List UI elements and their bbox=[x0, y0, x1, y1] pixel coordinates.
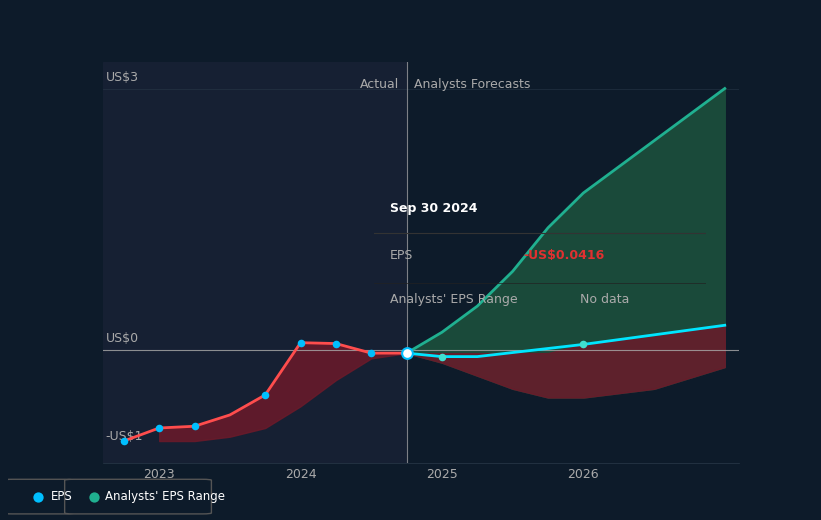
Text: No data: No data bbox=[580, 293, 629, 306]
Text: EPS: EPS bbox=[51, 490, 73, 503]
Point bbox=[188, 422, 201, 431]
Bar bbox=[103, 62, 406, 463]
Text: Sep 30 2024: Sep 30 2024 bbox=[390, 202, 478, 215]
Point bbox=[577, 340, 590, 348]
FancyBboxPatch shape bbox=[65, 479, 212, 514]
Text: -US$0.0416: -US$0.0416 bbox=[523, 249, 604, 262]
Text: Analysts Forecasts: Analysts Forecasts bbox=[414, 78, 530, 91]
Point bbox=[365, 349, 378, 357]
Text: US$0: US$0 bbox=[105, 332, 139, 345]
Point bbox=[294, 339, 307, 347]
Point bbox=[153, 424, 166, 432]
Point bbox=[117, 437, 131, 445]
Text: Analysts' EPS Range: Analysts' EPS Range bbox=[105, 490, 225, 503]
Text: EPS: EPS bbox=[390, 249, 414, 262]
Point bbox=[31, 492, 44, 501]
FancyBboxPatch shape bbox=[3, 479, 74, 514]
Text: Actual: Actual bbox=[360, 78, 400, 91]
Point bbox=[435, 353, 448, 361]
Point bbox=[329, 340, 342, 348]
Point bbox=[88, 492, 101, 501]
Text: US$3: US$3 bbox=[105, 71, 139, 84]
Text: -US$1: -US$1 bbox=[105, 430, 143, 443]
Text: Analysts' EPS Range: Analysts' EPS Range bbox=[390, 293, 518, 306]
Point bbox=[259, 391, 272, 399]
Point bbox=[400, 349, 413, 357]
